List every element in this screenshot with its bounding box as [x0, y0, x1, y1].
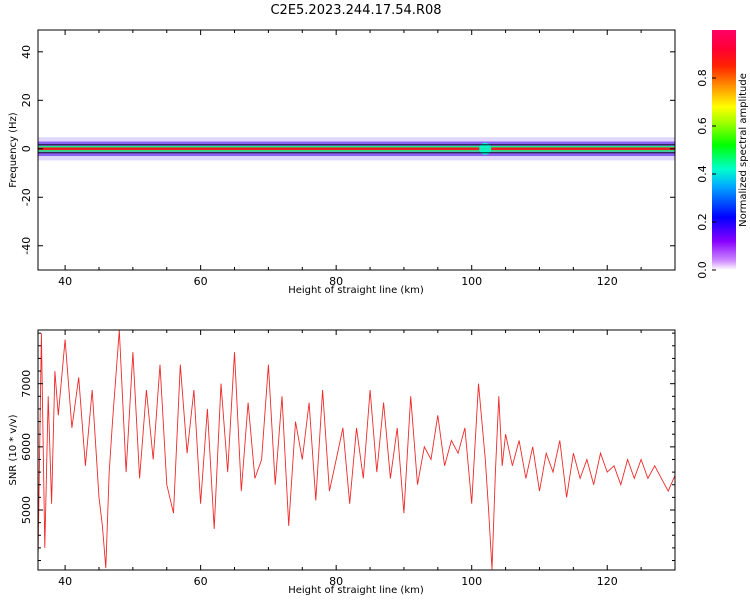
x-tick-label: 100: [461, 575, 482, 588]
spectrogram-xlabel: Height of straight line (km): [288, 285, 424, 296]
colorbar-ticks: 0.0 0.2 0.4 0.6 0.8: [696, 69, 716, 279]
x-tick-label: 60: [194, 275, 208, 288]
colorbar-tick-label: 0.6: [696, 117, 709, 135]
figure-title: C2E5.2023.244.17.54.R08: [270, 3, 441, 18]
snr-frame: [37, 329, 676, 571]
y-tick-label: -40: [20, 237, 33, 255]
x-tick-label: 40: [58, 575, 72, 588]
y-tick-label: 0: [20, 145, 33, 152]
colorbar-tick-label: 0.0: [696, 261, 709, 279]
y-tick-label: 5000: [20, 496, 33, 524]
snr-ticks: 40 60 80 100 120 5000 6000 7000: [20, 330, 676, 588]
snr-series-line: [38, 330, 675, 570]
spectrogram-frame: [37, 29, 676, 271]
y-tick-label: -20: [20, 188, 33, 206]
x-tick-label: 120: [597, 575, 618, 588]
spectral-band: [38, 137, 675, 161]
snr-panel: 40 60 80 100 120 5000 6000 7000 Height of strai…: [8, 329, 676, 596]
x-tick-label: 80: [329, 575, 343, 588]
colorbar-gradient: [712, 30, 736, 270]
x-tick-label: 120: [597, 275, 618, 288]
spectrogram-ticks: 40 60 80 100 120 40 20 0 -20 -40: [20, 30, 676, 288]
x-tick-label: 100: [461, 275, 482, 288]
spectrogram-panel: 40 60 80 100 120 40 20 0 -20 -40 Height of straig…: [8, 29, 676, 296]
snr-xlabel: Height of straight line (km): [288, 585, 424, 596]
colorbar-tick-label: 0.8: [696, 69, 709, 87]
y-tick-label: 7000: [20, 370, 33, 398]
snr-ylabel: SNR (10 * v/v): [8, 414, 19, 485]
x-tick-label: 40: [58, 275, 72, 288]
spectral-core: [38, 147, 675, 151]
colorbar: 0.0 0.2 0.4 0.6 0.8 Normalized spectral ampl…: [696, 30, 749, 279]
spectrogram-ylabel: Frequency (Hz): [8, 112, 19, 188]
y-tick-label: 40: [20, 45, 33, 59]
colorbar-label: Normalized spectral amplitude: [738, 73, 749, 227]
x-tick-label: 80: [329, 275, 343, 288]
spectral-disturbance: [479, 142, 492, 155]
colorbar-tick-label: 0.4: [696, 165, 709, 183]
y-tick-label: 20: [20, 93, 33, 107]
x-tick-label: 60: [194, 575, 208, 588]
colorbar-tick-label: 0.2: [696, 213, 709, 231]
y-tick-label: 6000: [20, 433, 33, 461]
